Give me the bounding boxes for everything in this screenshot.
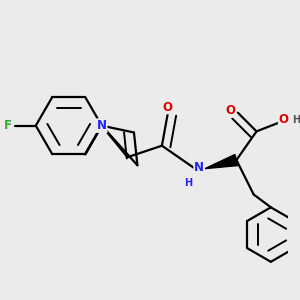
Polygon shape [205, 154, 238, 169]
Text: N: N [194, 161, 204, 174]
Text: F: F [4, 119, 12, 132]
Text: H: H [184, 178, 192, 188]
Text: O: O [226, 104, 236, 117]
Text: O: O [163, 100, 172, 113]
Text: O: O [279, 113, 289, 126]
Text: H: H [292, 115, 300, 125]
Text: N: N [97, 119, 107, 132]
